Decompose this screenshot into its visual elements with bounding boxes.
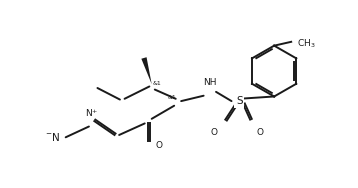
Text: &1: &1 (152, 81, 161, 86)
Text: N$^{+}$: N$^{+}$ (85, 107, 99, 119)
Text: S: S (236, 96, 243, 106)
Text: NH: NH (203, 78, 217, 87)
Text: $^{-}$N: $^{-}$N (45, 131, 60, 143)
Text: CH$_3$: CH$_3$ (297, 37, 316, 50)
Text: O: O (211, 128, 218, 137)
Text: O: O (256, 128, 263, 137)
Text: &1: &1 (167, 95, 176, 100)
Text: O: O (156, 141, 163, 150)
Polygon shape (141, 57, 152, 84)
